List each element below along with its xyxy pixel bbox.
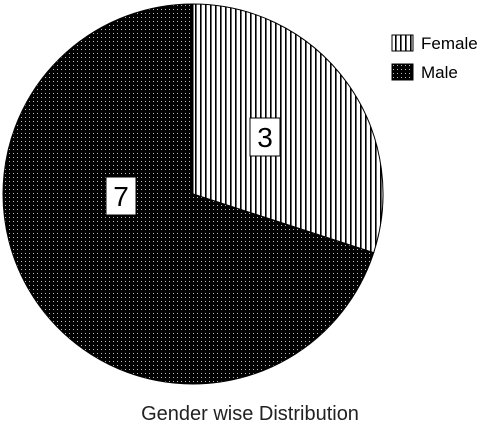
data-label-female: 3 bbox=[249, 117, 281, 157]
legend-swatch-male bbox=[391, 63, 414, 81]
chart-title: Gender wise Distribution bbox=[141, 403, 359, 425]
data-label-male: 7 bbox=[105, 176, 137, 216]
data-label-value: 7 bbox=[113, 181, 129, 212]
data-label-box bbox=[105, 176, 137, 216]
data-label-box bbox=[249, 117, 281, 157]
pie-slice-male bbox=[2, 3, 375, 385]
pie-data-labels: 37 bbox=[105, 117, 281, 216]
legend-label-male: Male bbox=[421, 63, 458, 82]
legend-swatch-female bbox=[391, 34, 414, 52]
legend: Female Male bbox=[391, 34, 478, 82]
pie-slices bbox=[2, 3, 384, 385]
legend-label-female: Female bbox=[421, 34, 478, 53]
pie-slice-female bbox=[192, 3, 384, 254]
data-label-value: 3 bbox=[257, 122, 273, 153]
